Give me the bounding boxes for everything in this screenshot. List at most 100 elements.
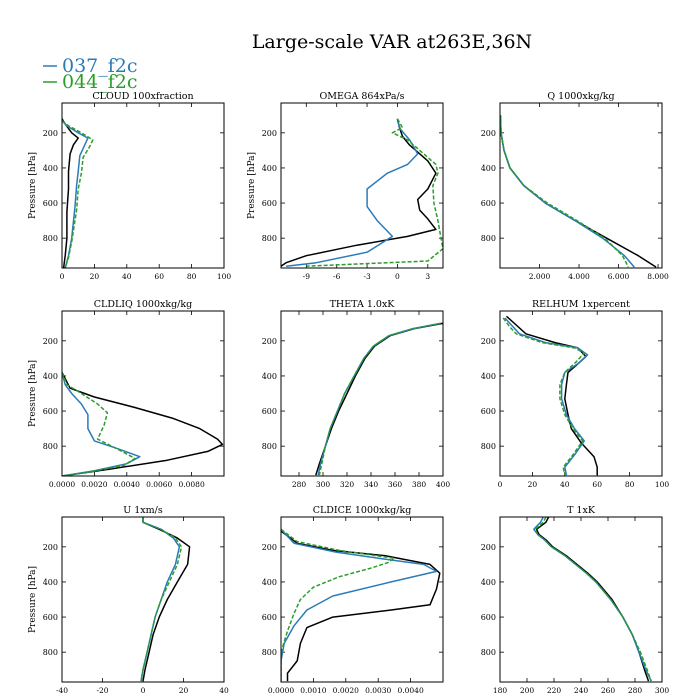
panel-7: U 1xm/s 200 400 600 800 -40 -20 0 20 40 Pressure [… <box>28 505 229 695</box>
series-line-reference <box>315 322 443 476</box>
x-tick-label: 360 <box>388 480 403 489</box>
figure-title: Large-scale VAR at263E,36N <box>252 31 532 53</box>
panel-4-title: CLDLIQ 1000xkg/kg <box>94 299 192 310</box>
panel-2-title: OMEGA 864xPa/s <box>319 91 404 102</box>
panel-6: RELHUM 1xpercent 200 400 600 800 0 20 40 60 80 100 <box>481 299 670 489</box>
x-tick-label: 0.0060 <box>146 480 172 489</box>
y-tick-label: 600 <box>43 407 58 416</box>
y-axis-label: Pressure [hPa] <box>28 360 38 427</box>
y-tick-label: 400 <box>43 164 58 173</box>
x-tick-label: 20 <box>528 480 538 489</box>
legend-label-037: 037_f2c <box>62 55 138 77</box>
panel-1-title: CLOUD 100xfraction <box>92 91 193 102</box>
y-tick-label: 600 <box>481 407 496 416</box>
x-tick-label: 4.000 <box>568 272 590 281</box>
x-tick-label: -40 <box>56 686 68 695</box>
series-line-reference <box>62 118 79 268</box>
series-line-044_f2c <box>62 372 136 476</box>
y-tick-label: 400 <box>262 578 277 587</box>
x-tick-label: 400 <box>436 480 451 489</box>
x-tick-label: -9 <box>303 272 311 281</box>
plot-frame <box>499 102 663 269</box>
panel-8-title: CLDICE 1000xkg/kg <box>313 505 412 516</box>
series-line-reference <box>281 118 437 267</box>
series-line-037_f2c <box>317 322 441 476</box>
x-tick-label: 60 <box>592 480 602 489</box>
y-tick-label: 200 <box>262 337 277 346</box>
y-tick-label: 400 <box>262 164 277 173</box>
x-tick-label: 60 <box>154 272 164 281</box>
y-tick-label: 800 <box>262 442 277 451</box>
y-tick-label: 800 <box>481 648 496 657</box>
x-tick-label: 80 <box>187 272 197 281</box>
plot-frame <box>280 102 444 269</box>
x-tick-label: -20 <box>96 686 108 695</box>
x-tick-label: 0.0000 <box>49 480 75 489</box>
series-line-037_f2c <box>533 517 652 682</box>
x-tick-label: 100 <box>655 480 670 489</box>
x-tick-label: 240 <box>574 686 589 695</box>
x-tick-label: 6.000 <box>608 272 630 281</box>
x-tick-label: 20 <box>90 272 100 281</box>
x-tick-label: 80 <box>625 480 635 489</box>
x-tick-label: 280 <box>292 480 307 489</box>
x-tick-label: 300 <box>316 480 331 489</box>
series-line-reference <box>500 115 657 268</box>
series-line-044_f2c <box>140 517 183 682</box>
y-tick-label: 200 <box>481 337 496 346</box>
y-tick-label: 400 <box>43 578 58 587</box>
plot-frame <box>61 102 225 269</box>
y-tick-label: 800 <box>262 648 277 657</box>
x-tick-label: 0.0040 <box>114 480 140 489</box>
plot-frame <box>499 516 663 683</box>
legend: 037_f2c 044_f2c <box>43 55 138 93</box>
y-tick-label: 600 <box>481 199 496 208</box>
series-line-044_f2c <box>500 115 630 268</box>
x-tick-label: 0 <box>498 480 503 489</box>
x-tick-label: 380 <box>412 480 427 489</box>
y-tick-label: 400 <box>481 164 496 173</box>
series-line-044_f2c <box>62 120 94 268</box>
x-tick-label: 300 <box>655 686 670 695</box>
series-line-044_f2c <box>281 528 396 682</box>
y-axis-label: Pressure [hPa] <box>247 152 257 219</box>
series-line-reference <box>142 517 191 682</box>
panel-3-title: Q 1000xkg/kg <box>547 91 614 102</box>
y-tick-label: 200 <box>481 543 496 552</box>
series-line-037_f2c <box>504 317 589 476</box>
x-tick-label: 0 <box>60 272 65 281</box>
y-tick-label: 200 <box>43 129 58 138</box>
y-tick-label: 800 <box>43 648 58 657</box>
x-tick-label: 20 <box>179 686 189 695</box>
x-tick-label: 0 <box>395 272 400 281</box>
series-line-037_f2c <box>62 372 141 476</box>
x-tick-label: 0.0020 <box>81 480 107 489</box>
panel-7-title: U 1xm/s <box>123 505 163 516</box>
y-tick-label: 600 <box>43 613 58 622</box>
y-tick-label: 600 <box>262 199 277 208</box>
x-tick-label: 0.0010 <box>300 686 326 695</box>
x-tick-label: 100 <box>217 272 232 281</box>
y-tick-label: 200 <box>481 129 496 138</box>
series-line-044_f2c <box>318 322 441 476</box>
x-tick-label: 2.000 <box>529 272 551 281</box>
y-tick-label: 400 <box>262 372 277 381</box>
series-line-reference <box>505 315 598 476</box>
x-tick-label: 0.0000 <box>268 686 294 695</box>
x-tick-label: 0.0030 <box>365 686 391 695</box>
panel-4: CLDLIQ 1000xkg/kg 200 400 600 800 0.0000 0.002… <box>28 299 225 489</box>
y-tick-label: 600 <box>43 199 58 208</box>
x-tick-label: 40 <box>122 272 132 281</box>
y-tick-label: 200 <box>43 543 58 552</box>
y-tick-label: 200 <box>262 129 277 138</box>
plot-frame <box>499 310 663 477</box>
series-line-037_f2c <box>500 115 635 268</box>
y-tick-label: 400 <box>43 372 58 381</box>
panel-8: CLDICE 1000xkg/kg 200 400 600 800 0.0000 0.001… <box>262 505 444 695</box>
y-tick-label: 600 <box>481 613 496 622</box>
x-tick-label: 0 <box>141 686 146 695</box>
panel-3: Q 1000xkg/kg 200 400 600 800 2.000 4.000 6.000 8… <box>481 91 669 281</box>
y-tick-label: 600 <box>262 407 277 416</box>
